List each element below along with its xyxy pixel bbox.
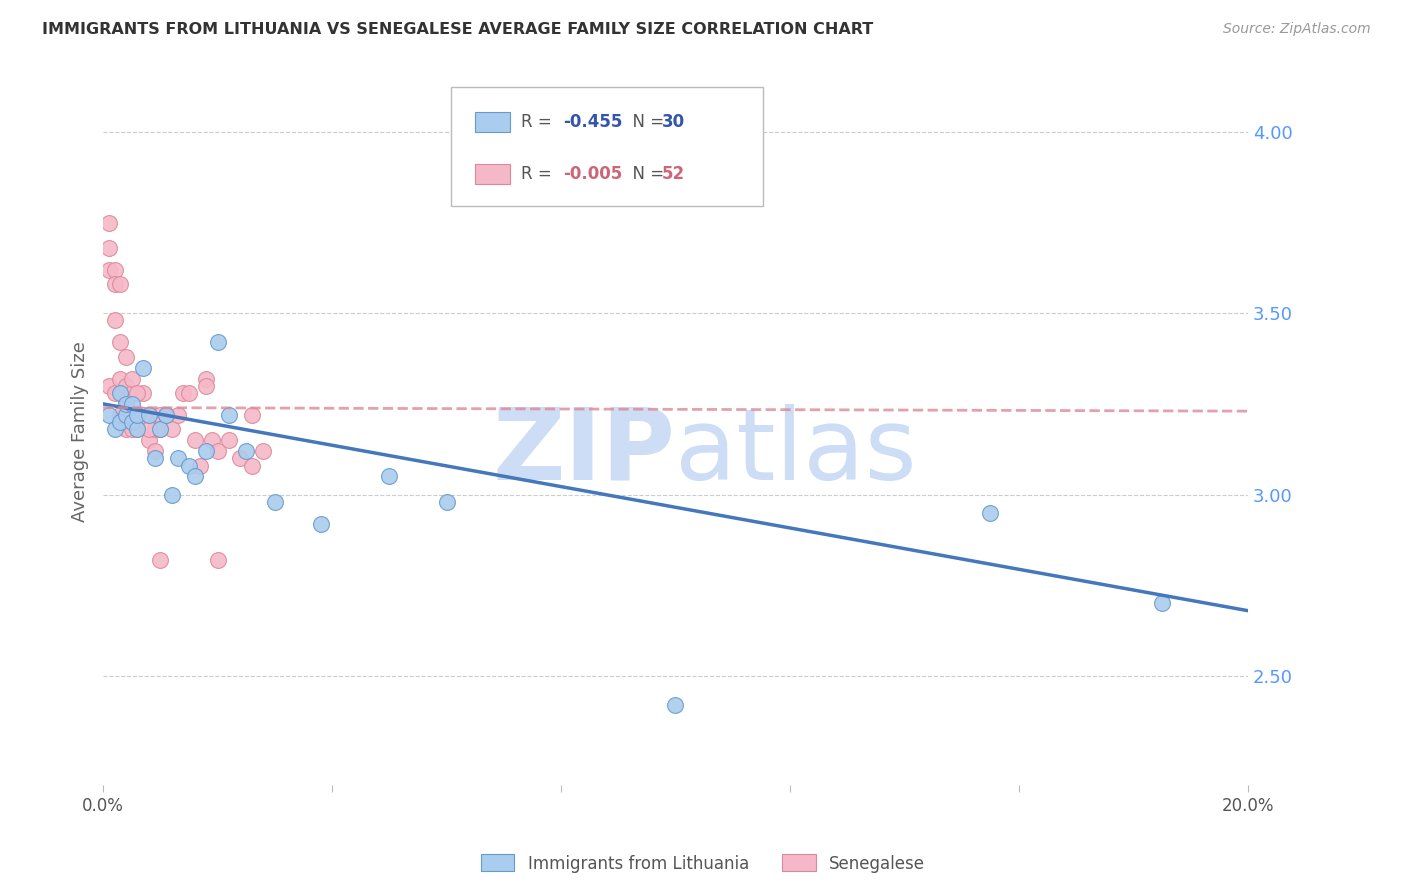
Text: 30: 30	[662, 113, 685, 131]
Point	[240, 458, 263, 473]
Text: R =: R =	[522, 113, 557, 131]
Point	[110, 408, 132, 422]
Point	[143, 422, 166, 436]
Point	[121, 422, 143, 436]
Point	[160, 487, 183, 501]
Point	[155, 408, 177, 422]
Point	[195, 378, 218, 392]
Point	[436, 495, 458, 509]
Point	[97, 408, 120, 422]
Text: atlas: atlas	[675, 404, 917, 500]
Point	[138, 422, 160, 436]
Point	[110, 371, 132, 385]
Point	[149, 422, 172, 436]
Point	[103, 386, 125, 401]
Point	[138, 433, 160, 447]
Point	[132, 360, 155, 375]
Point	[138, 408, 160, 422]
Point	[195, 444, 218, 458]
Text: N =: N =	[623, 113, 669, 131]
Point	[218, 433, 240, 447]
Text: -0.455: -0.455	[564, 113, 623, 131]
Point	[97, 215, 120, 229]
Point	[138, 408, 160, 422]
Point	[97, 241, 120, 255]
Point	[229, 451, 252, 466]
Point	[172, 386, 194, 401]
Point	[143, 444, 166, 458]
Point	[183, 433, 205, 447]
Point	[110, 386, 132, 401]
Point	[149, 553, 172, 567]
Text: ZIP: ZIP	[492, 404, 675, 500]
Text: 52: 52	[662, 165, 685, 183]
Point	[132, 408, 155, 422]
Point	[115, 408, 138, 422]
Point	[155, 408, 177, 422]
Point	[378, 469, 401, 483]
Point	[132, 408, 155, 422]
Point	[115, 350, 138, 364]
Point	[160, 422, 183, 436]
Y-axis label: Average Family Size: Average Family Size	[72, 341, 89, 522]
Legend: Immigrants from Lithuania, Senegalese: Immigrants from Lithuania, Senegalese	[474, 847, 932, 880]
Point	[121, 371, 143, 385]
Point	[127, 422, 149, 436]
Point	[110, 335, 132, 350]
Point	[183, 469, 205, 483]
Point	[207, 335, 229, 350]
Point	[97, 378, 120, 392]
Point	[121, 386, 143, 401]
Point	[201, 433, 224, 447]
Point	[103, 313, 125, 327]
Point	[121, 415, 143, 429]
Point	[149, 422, 172, 436]
Point	[115, 422, 138, 436]
Point	[177, 458, 200, 473]
Point	[664, 698, 686, 712]
Point	[207, 444, 229, 458]
Point	[103, 262, 125, 277]
Point	[190, 458, 212, 473]
Point	[115, 408, 138, 422]
Point	[132, 386, 155, 401]
Point	[103, 422, 125, 436]
Point	[127, 408, 149, 422]
Text: Source: ZipAtlas.com: Source: ZipAtlas.com	[1223, 22, 1371, 37]
Point	[218, 408, 240, 422]
Point	[309, 516, 332, 531]
Point	[979, 506, 1001, 520]
Point	[166, 451, 188, 466]
Point	[263, 495, 285, 509]
Point	[97, 262, 120, 277]
Point	[235, 444, 257, 458]
Point	[115, 393, 138, 408]
Point	[127, 386, 149, 401]
Point	[115, 397, 138, 411]
Point	[115, 378, 138, 392]
Point	[127, 408, 149, 422]
Point	[121, 408, 143, 422]
Point	[166, 408, 188, 422]
Point	[1150, 596, 1173, 610]
Point	[252, 444, 274, 458]
Text: N =: N =	[623, 165, 669, 183]
Point	[127, 422, 149, 436]
Point	[110, 277, 132, 292]
Point	[240, 408, 263, 422]
Point	[177, 386, 200, 401]
Point	[207, 553, 229, 567]
Text: IMMIGRANTS FROM LITHUANIA VS SENEGALESE AVERAGE FAMILY SIZE CORRELATION CHART: IMMIGRANTS FROM LITHUANIA VS SENEGALESE …	[42, 22, 873, 37]
Point	[110, 415, 132, 429]
Point	[149, 408, 172, 422]
Point	[103, 277, 125, 292]
Text: -0.005: -0.005	[564, 165, 623, 183]
Text: R =: R =	[522, 165, 557, 183]
Point	[121, 397, 143, 411]
Point	[143, 451, 166, 466]
Point	[195, 371, 218, 385]
